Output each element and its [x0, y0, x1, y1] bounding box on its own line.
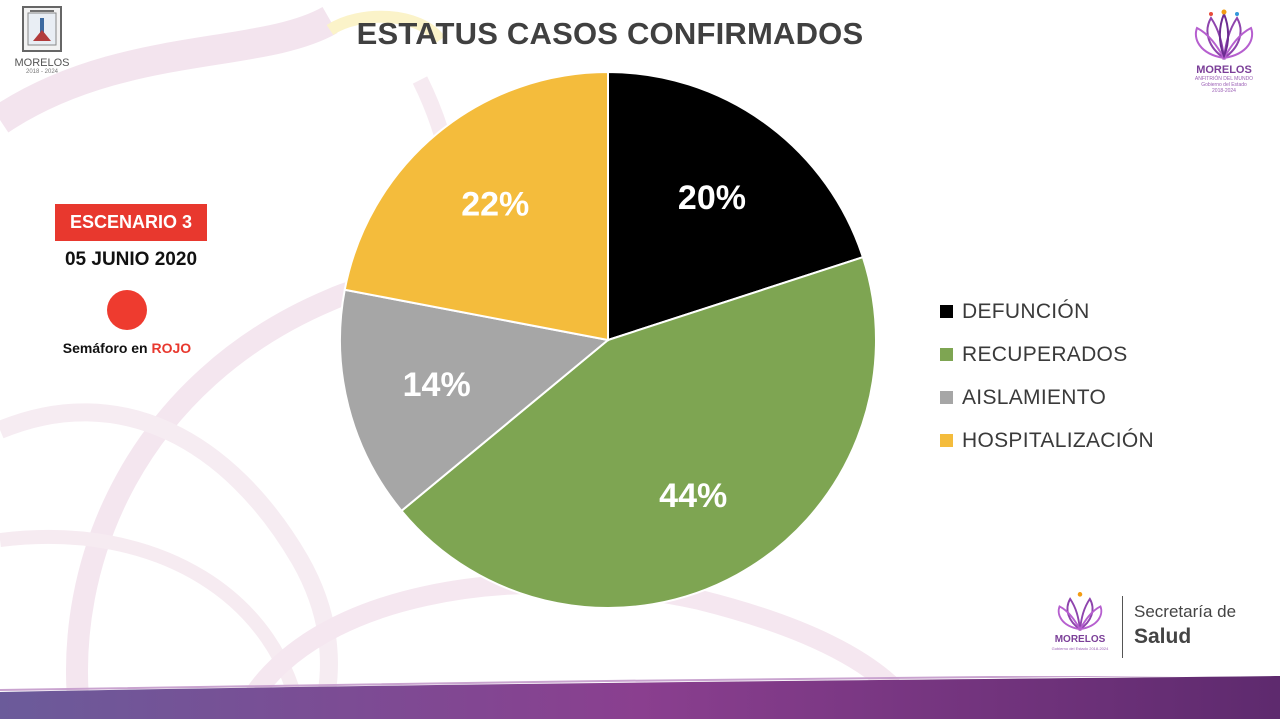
chart-legend: DEFUNCIÓN RECUPERADOS AISLAMIENTO HOSPITALI…	[940, 290, 1154, 462]
legend-label: RECUPERADOS	[962, 342, 1128, 366]
pie-data-label: 14%	[403, 366, 471, 404]
legend-item: AISLAMIENTO	[940, 376, 1154, 419]
pie-chart: 20% 44% 14% 22%	[339, 70, 877, 609]
pie-slice-defunción	[607, 70, 865, 342]
pie-slice-aislamiento	[339, 288, 611, 513]
legend-label: HOSPITALIZACIÓN	[962, 428, 1154, 452]
brand-tagline: ANFITRIÓN DEL MUNDO	[1194, 76, 1254, 82]
footer-divider	[1122, 596, 1123, 658]
brand-name: MORELOS	[1196, 64, 1252, 76]
legend-label: DEFUNCIÓN	[962, 299, 1090, 323]
pie-slice-hospitalización	[343, 70, 609, 342]
semaforo-label: Semáforo en ROJO	[30, 340, 224, 356]
footer-band	[0, 676, 1280, 719]
brand-sub: Gobierno del Estado	[1201, 82, 1247, 88]
legend-item: RECUPERADOS	[940, 333, 1154, 376]
semaforo-state: ROJO	[151, 340, 192, 356]
pie-data-label: 44%	[659, 477, 727, 515]
footer-brand: MORELOS	[1054, 634, 1106, 645]
logo-years: 2018 - 2024	[25, 69, 59, 75]
semaforo-indicator	[107, 290, 147, 330]
lotus-flower-icon	[1057, 592, 1103, 632]
pie-data-label: 20%	[678, 179, 746, 217]
logo-name: MORELOS	[14, 57, 70, 69]
footer-brand-sub: Gobierno del Estado 2018-2024	[1051, 646, 1109, 651]
pie-data-label: 22%	[461, 186, 529, 224]
mini-lotus-logo	[1048, 590, 1112, 662]
legend-item: DEFUNCIÓN	[940, 290, 1154, 333]
page-title: ESTATUS CASOS CONFIRMADOS	[356, 16, 864, 51]
legend-swatch	[940, 348, 953, 361]
morelos-brand-logo: MORELOS ANFITRIÓN DEL MUNDO Gobierno del…	[1186, 8, 1262, 98]
semaforo-prefix: Semáforo en	[62, 340, 152, 356]
lotus-flower-icon	[1194, 9, 1254, 61]
salud-label: Salud	[1134, 625, 1192, 648]
secretaria-label: Secretaría de	[1134, 602, 1237, 621]
pie-slice-recuperados	[400, 255, 877, 609]
scenario-badge: ESCENARIO 3	[55, 204, 207, 241]
morelos-logo: MORELOS 2018 - 2024	[8, 6, 76, 82]
scenario-date: 05 JUNIO 2020	[64, 249, 198, 270]
legend-swatch	[940, 391, 953, 404]
legend-swatch	[940, 434, 953, 447]
legend-swatch	[940, 305, 953, 318]
brand-years: 2018-2024	[1212, 88, 1236, 94]
legend-label: AISLAMIENTO	[962, 385, 1107, 409]
legend-item: HOSPITALIZACIÓN	[940, 419, 1154, 462]
coat-of-arms-icon	[22, 6, 62, 52]
secretaria-salud-logo: MORELOS Gobierno del Estado 2018-2024 Se…	[1048, 590, 1268, 665]
